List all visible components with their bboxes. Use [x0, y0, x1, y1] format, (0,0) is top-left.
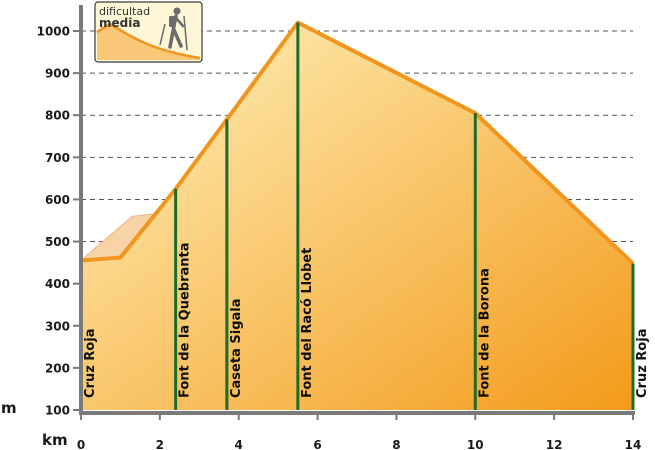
x-tick-label: 6 — [313, 438, 321, 450]
difficulty-badge: dificultad media — [94, 1, 203, 63]
y-tick-label: 800 — [45, 109, 70, 123]
x-tick-label: 14 — [625, 438, 642, 450]
profile-fill — [81, 22, 633, 410]
difficulty-label: dificultad — [99, 5, 150, 18]
x-unit-label: km — [42, 431, 68, 449]
y-tick-label: 900 — [45, 67, 70, 81]
waypoint-label: Cruz Roja — [635, 329, 650, 398]
waypoint-label: Caseta Sigala — [229, 298, 244, 398]
x-tick-label: 8 — [392, 438, 400, 450]
difficulty-level: media — [99, 16, 140, 30]
y-tick-label: 200 — [45, 361, 70, 375]
waypoint-label: Cruz Roja — [83, 329, 98, 398]
y-tick-label: 100 — [45, 404, 70, 418]
waypoint-label: Font de la Borona — [477, 268, 492, 398]
y-tick-label: 1000 — [37, 25, 70, 39]
waypoint-label: Font del Racó Llobet — [300, 248, 315, 398]
x-tick-label: 2 — [156, 438, 164, 450]
waypoint-labels: Cruz Roja Font de la Quebranta Caseta Siga… — [83, 242, 650, 398]
y-tick-label: 400 — [45, 277, 70, 291]
y-unit-label: m — [1, 399, 17, 417]
x-tick-label: 12 — [546, 438, 563, 450]
y-tick-label: 500 — [45, 235, 70, 249]
y-tick-label: 600 — [45, 193, 70, 207]
profile-area — [79, 20, 635, 410]
x-tick-label: 4 — [235, 438, 243, 450]
y-tick-label: 700 — [45, 151, 70, 165]
hiker-icon — [159, 7, 188, 51]
waypoint-label: Font de la Quebranta — [178, 242, 193, 398]
axes: 100 200 300 400 500 600 700 800 900 1000 0 2 4 6 8 10 12… — [37, 5, 642, 450]
x-tick-label: 0 — [77, 438, 85, 450]
x-tick-label: 10 — [467, 438, 484, 450]
y-tick-label: 300 — [45, 319, 70, 333]
